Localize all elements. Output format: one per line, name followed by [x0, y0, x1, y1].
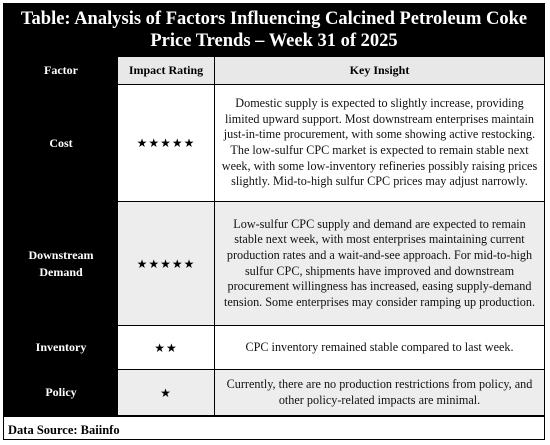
table-row: Downstream Demand ★★★★★ Low-sulfur CPC su…	[4, 201, 545, 326]
factor-cell: Downstream Demand	[4, 201, 118, 326]
report-frame: Table: Analysis of Factors Influencing C…	[3, 3, 545, 440]
factor-cell: Inventory	[4, 325, 118, 370]
rating-stars: ★★	[117, 325, 215, 370]
table-title: Table: Analysis of Factors Influencing C…	[4, 4, 544, 56]
header-impact-rating: Impact Rating	[117, 56, 215, 85]
header-row: Factor Impact Rating Key Insight	[4, 56, 545, 85]
factor-cell: Cost	[4, 84, 118, 202]
header-key-insight: Key Insight	[214, 56, 545, 85]
factor-cell: Policy	[4, 369, 118, 416]
table-row: Cost ★★★★★ Domestic supply is expected t…	[4, 84, 545, 202]
rating-stars: ★★★★★	[117, 84, 215, 202]
insight-cell: Currently, there are no production restr…	[214, 369, 545, 416]
insight-cell: Domestic supply is expected to slightly …	[214, 84, 545, 202]
header-factor: Factor	[4, 56, 118, 85]
title-line-1: Table: Analysis of Factors Influencing C…	[20, 9, 528, 29]
insight-cell: CPC inventory remained stable compared t…	[214, 325, 545, 370]
table-row: Inventory ★★ CPC inventory remained stab…	[4, 325, 545, 370]
insight-cell: Low-sulfur CPC supply and demand are exp…	[214, 201, 545, 326]
table-row: Policy ★ Currently, there are no product…	[4, 369, 545, 416]
rating-stars: ★★★★★	[117, 201, 215, 326]
data-source: Data Source: Baiinfo	[4, 416, 544, 442]
factors-table: Factor Impact Rating Key Insight Cost ★★…	[4, 56, 545, 416]
title-line-2: Price Trends – Week 31 of 2025	[150, 31, 398, 51]
rating-stars: ★	[117, 369, 215, 416]
